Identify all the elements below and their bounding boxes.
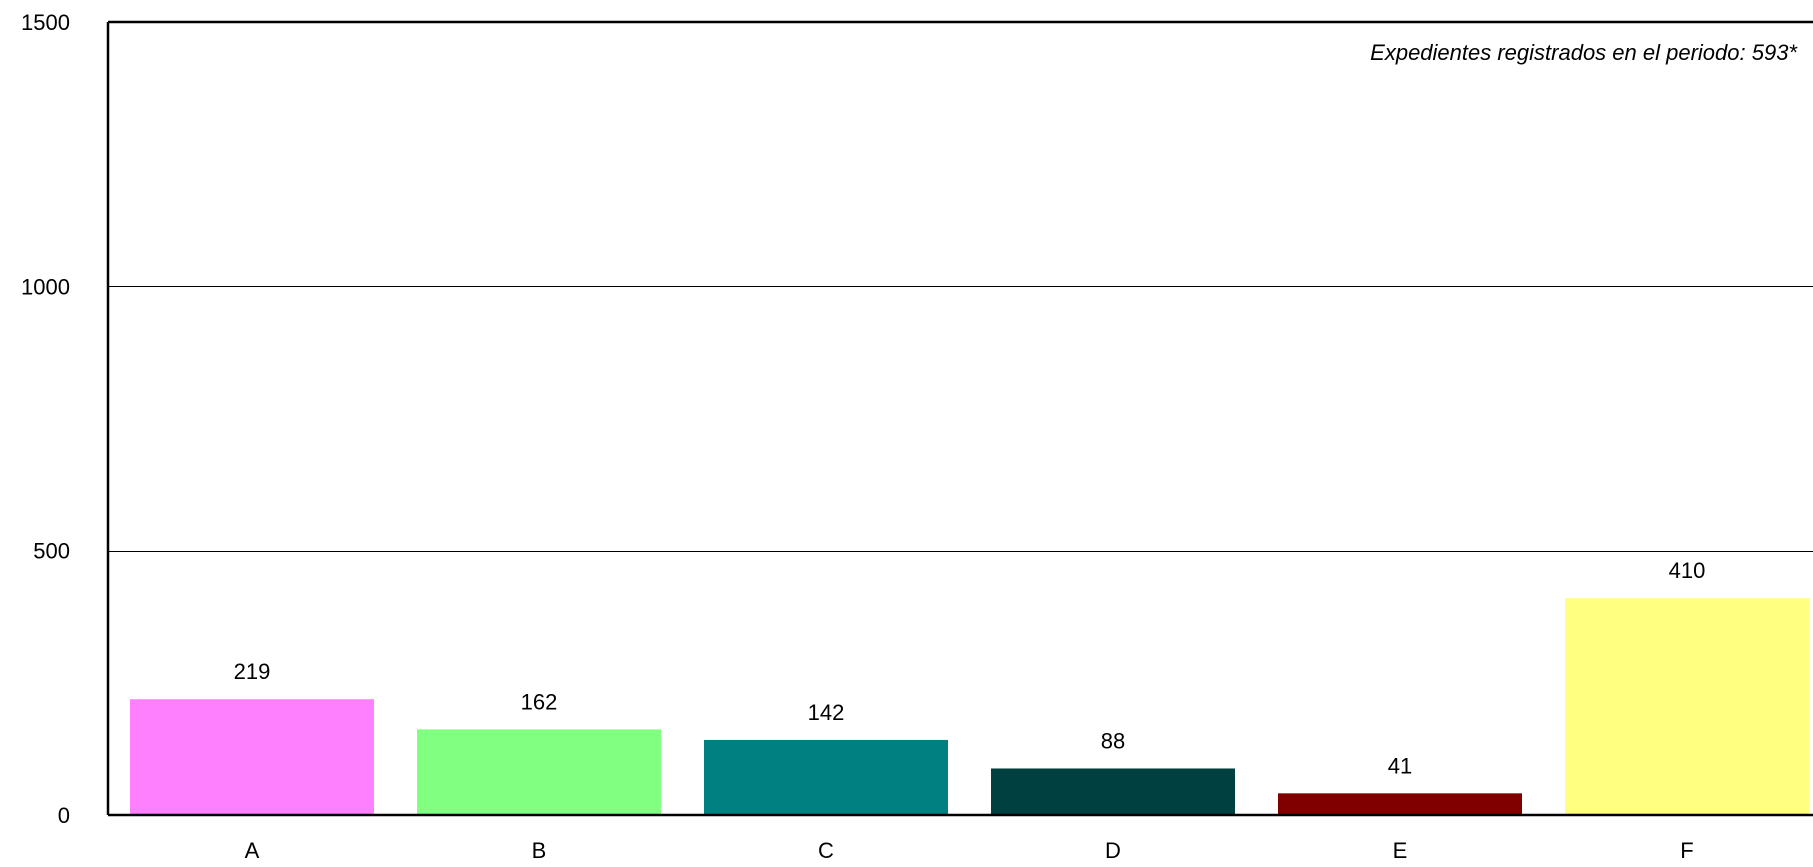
category-label-D: D [1105, 838, 1121, 863]
y-tick-labels: 0 500 1000 1500 [21, 10, 70, 828]
bar-D [991, 768, 1235, 815]
bars [130, 598, 1809, 815]
axes [106, 20, 1813, 817]
bar-F [1565, 598, 1809, 815]
x-category-labels: A B C D E F [245, 838, 1694, 863]
category-label-F: F [1680, 838, 1693, 863]
y-tick-label: 500 [33, 539, 70, 564]
category-label-C: C [818, 838, 834, 863]
bar-B [417, 729, 661, 815]
value-label-A: 219 [234, 659, 271, 684]
bar-E [1278, 793, 1522, 815]
y-tick-label: 1000 [21, 274, 70, 299]
gridlines [108, 286, 1813, 552]
category-label-B: B [532, 838, 547, 863]
bar-C [704, 739, 948, 815]
value-label-D: 88 [1101, 728, 1125, 753]
chart-annotation: Expedientes registrados en el periodo: 5… [1370, 40, 1798, 65]
value-label-F: 410 [1669, 558, 1706, 583]
y-tick-label: 0 [58, 803, 70, 828]
category-label-E: E [1393, 838, 1408, 863]
value-label-B: 162 [521, 689, 558, 714]
bar-A [130, 699, 374, 815]
value-labels: 219 162 142 88 41 410 [234, 558, 1706, 778]
category-label-A: A [245, 838, 260, 863]
value-label-C: 142 [808, 700, 845, 725]
value-label-E: 41 [1388, 753, 1412, 778]
y-tick-label: 1500 [21, 10, 70, 35]
